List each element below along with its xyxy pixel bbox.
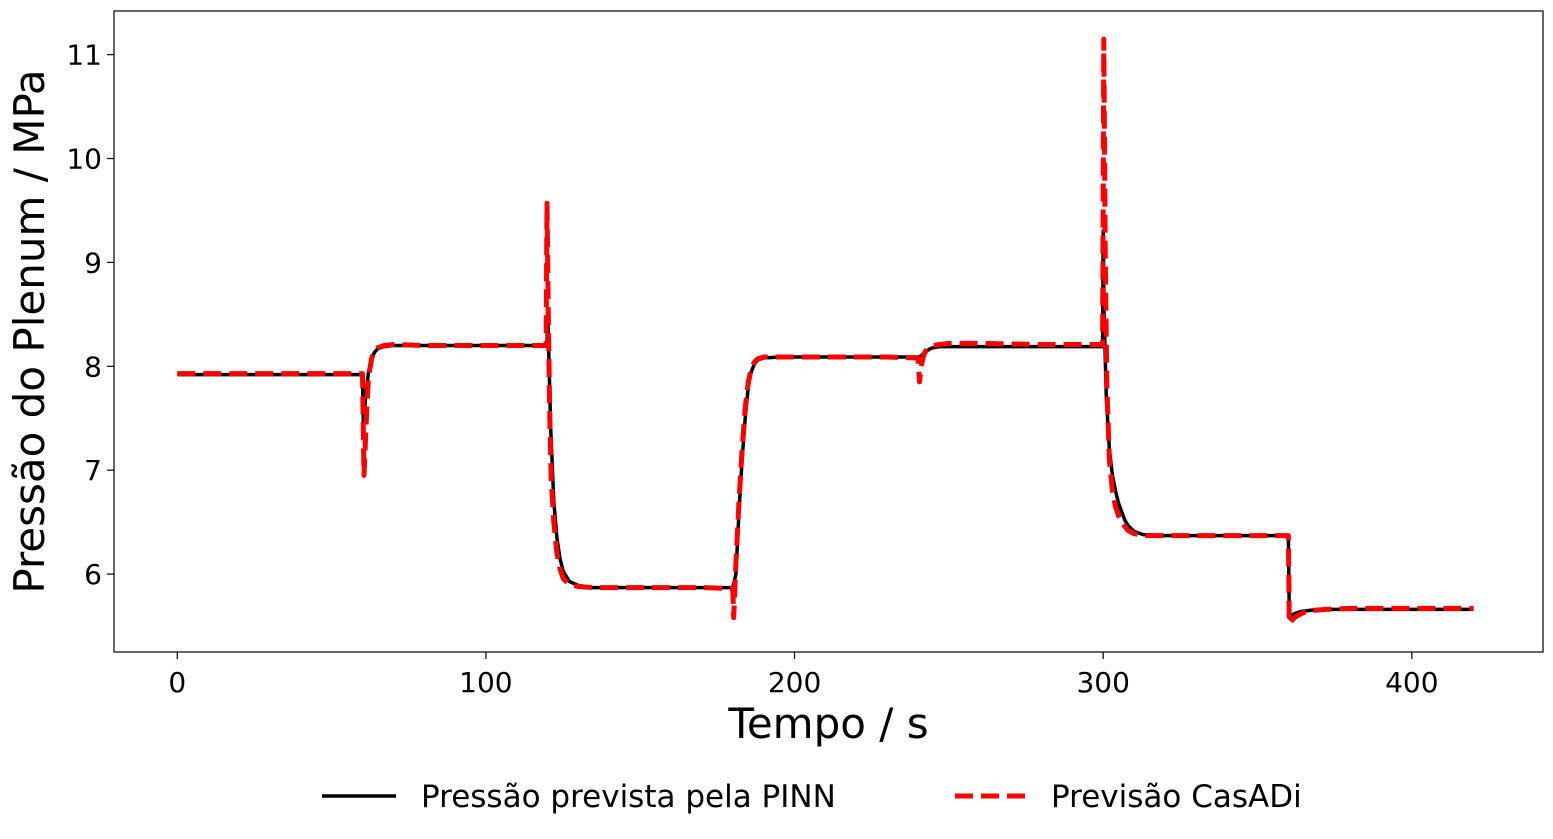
- x-tick-label: 200: [768, 666, 821, 699]
- ticks-layer: 0 100 200 300 400 6 7 8 9 10 11: [66, 39, 1438, 699]
- y-tick-label: 6: [84, 558, 102, 591]
- legend-label-casadi: Previsão CasADi: [1051, 779, 1302, 815]
- legend-label-pinn: Pressão prevista pela PINN: [421, 779, 836, 815]
- x-axis-label: Tempo / s: [727, 699, 928, 748]
- x-tick-label: 400: [1385, 666, 1438, 699]
- y-tick-label: 8: [84, 350, 102, 383]
- series-layer: [177, 36, 1474, 627]
- y-tick-label: 9: [84, 246, 102, 279]
- y-tick-label: 7: [84, 454, 102, 487]
- series-line-casadi: [177, 36, 1474, 627]
- x-tick-label: 0: [168, 666, 186, 699]
- x-tick-label: 300: [1076, 666, 1129, 699]
- series-line-pinn: [177, 229, 1474, 620]
- x-tick-label: 100: [459, 666, 512, 699]
- legend: Pressão prevista pela PINN Previsão CasA…: [322, 779, 1302, 815]
- plot-frame: [113, 10, 1544, 653]
- y-tick-label: 10: [66, 143, 102, 176]
- y-tick-label: 11: [66, 39, 102, 72]
- y-axis-label: Pressão do Plenum / MPa: [5, 69, 54, 593]
